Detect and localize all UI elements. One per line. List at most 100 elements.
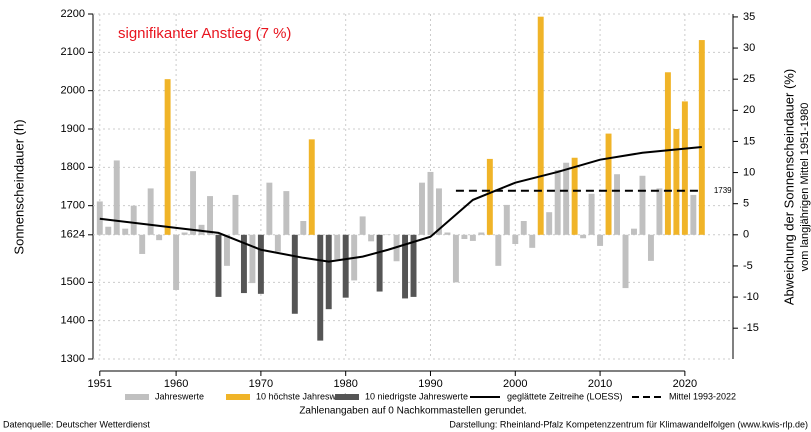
y-tick-label: 1700 <box>61 200 85 212</box>
bar <box>698 40 705 235</box>
bar <box>605 133 612 235</box>
x-tick-label: 1970 <box>249 378 273 390</box>
x-tick-label: 1990 <box>418 378 442 390</box>
bar <box>224 234 230 266</box>
bar <box>249 234 256 284</box>
y2-tick-label: 0 <box>743 229 749 241</box>
bar <box>215 234 222 297</box>
bar <box>334 234 341 260</box>
bar <box>96 201 103 235</box>
bar <box>325 234 332 310</box>
bar <box>673 129 680 235</box>
bar <box>656 188 663 235</box>
y-tick-label: 1624 <box>61 229 85 241</box>
credit: Darstellung: Rheinland-Pfalz Kompetenzze… <box>449 419 808 429</box>
bar <box>647 234 654 261</box>
bar <box>469 234 476 241</box>
bar <box>257 234 264 294</box>
bar <box>580 234 587 239</box>
bar <box>113 160 120 235</box>
bar <box>376 234 383 292</box>
bar <box>274 234 281 252</box>
bar <box>130 205 137 235</box>
y-tick-label: 2100 <box>61 46 85 58</box>
bar <box>291 234 298 314</box>
y2-axis-sublabel: vom langjährigen Mittel 1951-1980 <box>799 103 811 272</box>
bar <box>529 234 536 248</box>
bar <box>147 188 154 235</box>
bar <box>359 216 366 235</box>
x-tick-label: 1980 <box>333 378 357 390</box>
y-axis-label: Sonnenscheindauer (h) <box>11 119 26 254</box>
bar <box>342 234 349 298</box>
y2-tick-label: -10 <box>743 291 759 303</box>
bar <box>588 193 595 235</box>
bar <box>283 191 290 235</box>
bar <box>190 171 197 235</box>
bar <box>402 234 409 299</box>
bar <box>478 232 485 235</box>
x-tick-label: 1951 <box>88 378 112 390</box>
bar <box>419 182 425 235</box>
bar <box>495 234 502 266</box>
legend-swatch <box>226 394 250 400</box>
bar <box>486 158 493 235</box>
bar <box>512 234 519 244</box>
legend-label: Jahreswerte <box>155 391 204 401</box>
y-tick-label: 1400 <box>61 315 85 327</box>
bar <box>266 182 273 235</box>
y2-tick-label: 10 <box>743 166 755 178</box>
bar <box>300 221 307 235</box>
y2-tick-label: 25 <box>743 73 755 85</box>
y2-tick-label: -5 <box>743 260 753 272</box>
y-tick-label: 1500 <box>61 276 85 288</box>
x-tick-label: 2020 <box>673 378 697 390</box>
note: Zahlenangaben auf 0 Nachkommastellen ger… <box>299 406 526 417</box>
bar <box>631 228 637 235</box>
x-tick-label: 1960 <box>164 378 188 390</box>
y2-axis-label: Abweichung der Sonnenscheindauer (%) <box>781 69 796 305</box>
bar <box>139 234 146 254</box>
y-tick-label: 1300 <box>61 353 85 365</box>
bar <box>173 234 180 290</box>
bar <box>563 162 570 235</box>
y2-tick-label: 5 <box>743 198 749 210</box>
trend-line <box>99 146 702 263</box>
bar <box>198 224 205 235</box>
bar <box>554 170 561 235</box>
x-tick-label: 2000 <box>503 378 527 390</box>
annotation: signifikanter Anstieg (7 %) <box>118 25 291 42</box>
legend-label: 10 niedrigste Jahreswerte <box>365 391 468 401</box>
bar <box>444 232 451 235</box>
bar <box>427 171 434 235</box>
bar <box>622 234 629 289</box>
bar <box>308 139 315 235</box>
bar <box>368 234 375 242</box>
bar <box>537 16 544 235</box>
source: Datenquelle: Deutscher Wetterdienst <box>3 419 150 429</box>
bar <box>639 175 646 235</box>
bar <box>597 234 604 246</box>
bar <box>410 234 417 297</box>
bar <box>317 234 324 341</box>
y-tick-label: 1800 <box>61 161 85 173</box>
y-tick-label: 2000 <box>61 85 85 97</box>
bar <box>690 194 697 235</box>
legend-swatch <box>335 394 359 400</box>
bar <box>122 228 129 235</box>
bar <box>207 196 213 235</box>
bar <box>461 234 468 240</box>
bar <box>164 79 171 235</box>
bar <box>232 194 239 235</box>
x-tick-label: 2010 <box>588 378 612 390</box>
y2-tick-label: 35 <box>743 11 755 23</box>
y-tick-label: 2200 <box>61 8 85 20</box>
bar <box>681 101 688 235</box>
legend-swatch <box>125 394 149 400</box>
bar <box>435 188 442 235</box>
bar <box>105 226 112 235</box>
bar <box>664 72 671 235</box>
bar <box>181 232 188 235</box>
y2-tick-label: -15 <box>743 322 759 334</box>
